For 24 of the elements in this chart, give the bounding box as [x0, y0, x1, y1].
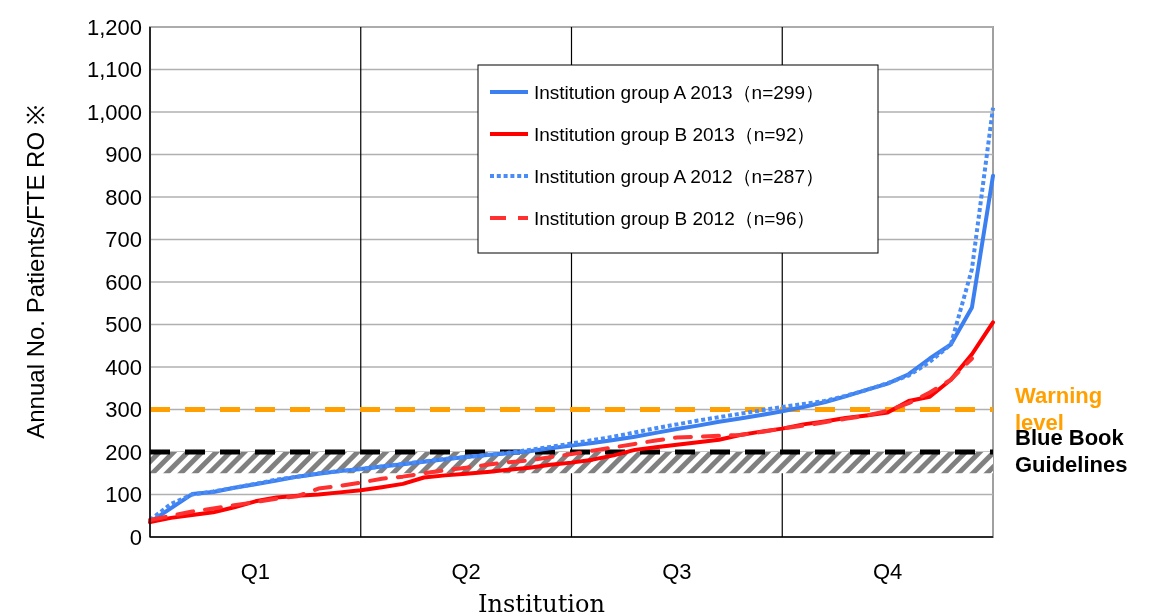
y-tick-label: 900 [105, 142, 142, 168]
legend-label: Institution group B 2012（n=96） [534, 207, 816, 229]
y-tick-label: 1,000 [86, 99, 142, 125]
x-tick-label: Q1 [240, 559, 271, 584]
y-tick-label: 400 [105, 354, 142, 380]
line-series [148, 356, 974, 522]
legend-label: Institution group A 2013（n=299） [534, 81, 824, 103]
x-tick-label: Q2 [451, 559, 481, 584]
y-tick-label: 100 [105, 482, 142, 508]
y-tick-label: 600 [105, 269, 142, 295]
x-tick-label: Q3 [662, 559, 692, 584]
y-tick-label: 500 [105, 312, 142, 338]
y-tick-label: 800 [105, 184, 142, 210]
y-tick-label: 300 [105, 397, 142, 423]
y-tick-label: 700 [105, 227, 142, 253]
x-axis-title: Institution [478, 590, 605, 615]
x-tick-label: Q4 [872, 559, 903, 584]
y-axis-title: Annual No. Patients/FTE RO ※ [22, 105, 49, 439]
y-tick-label: 200 [105, 439, 142, 465]
legend-label: Institution group B 2013（n=92） [534, 123, 816, 145]
y-tick-label: 0 [129, 524, 142, 550]
y-tick-label: 1,100 [86, 57, 142, 83]
y-tick-label: 1,200 [86, 14, 142, 40]
legend-label: Institution group A 2012（n=287） [534, 165, 824, 187]
